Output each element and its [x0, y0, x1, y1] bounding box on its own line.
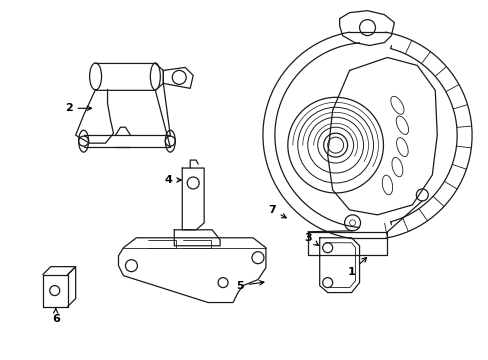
Text: 3: 3 [304, 233, 318, 246]
Text: 5: 5 [236, 280, 264, 291]
Text: 2: 2 [65, 103, 91, 113]
Text: 6: 6 [52, 309, 60, 324]
Text: 7: 7 [267, 205, 286, 218]
Text: 4: 4 [164, 175, 181, 185]
Text: 1: 1 [347, 257, 366, 276]
